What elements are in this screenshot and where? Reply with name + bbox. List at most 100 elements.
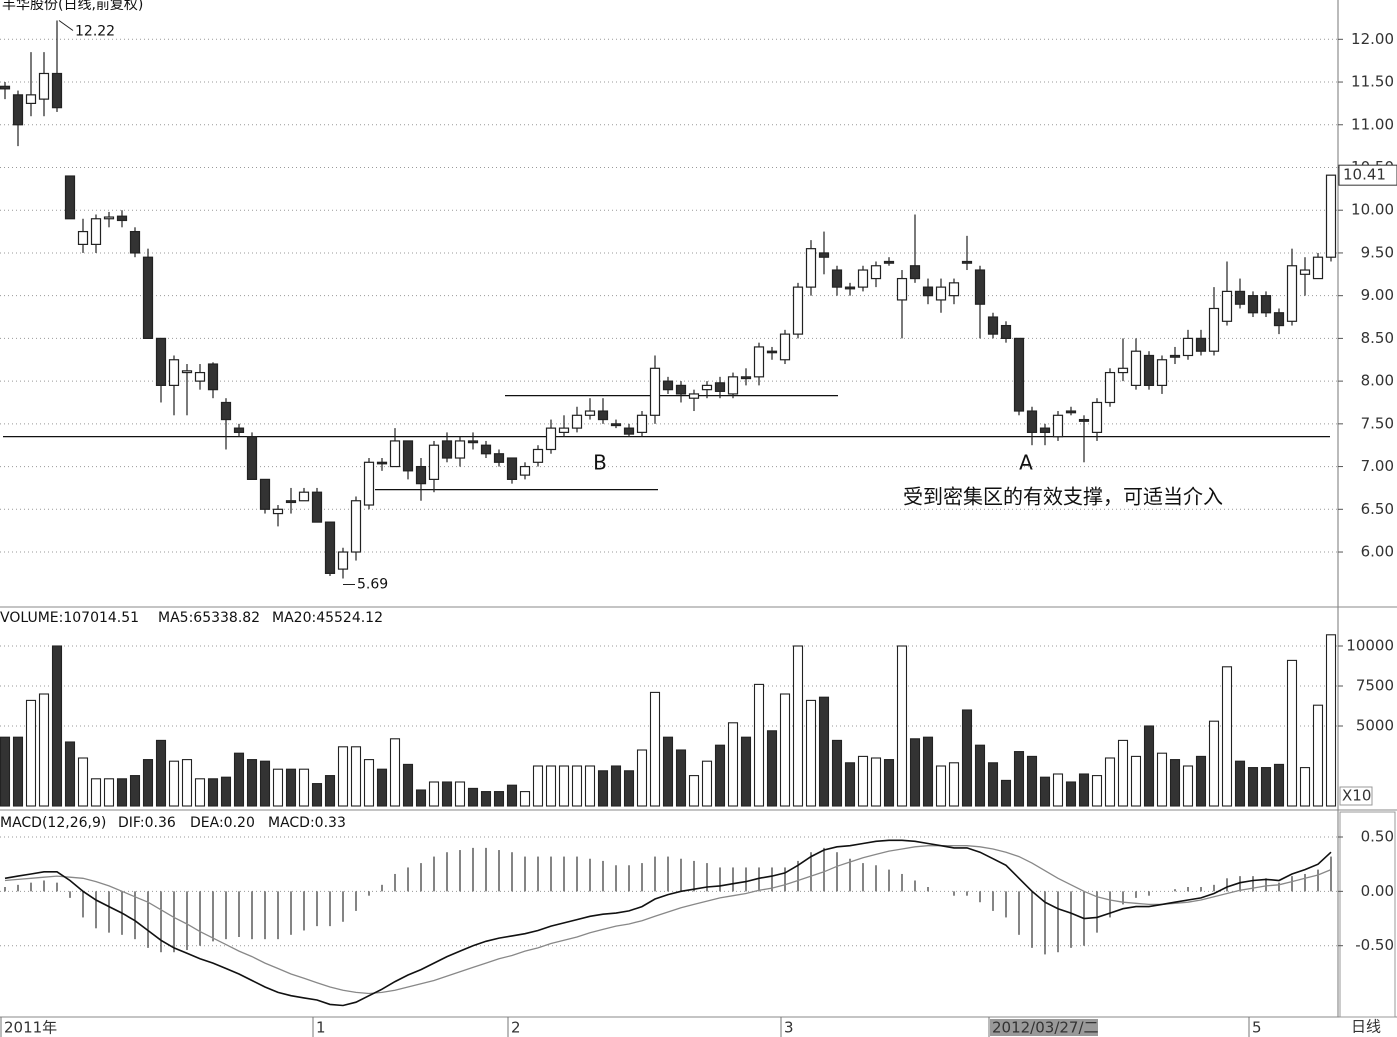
candle-body	[545, 427, 557, 451]
y-tick-label: 6.00	[1361, 543, 1394, 561]
annotation: B	[593, 451, 607, 475]
candle-body	[1039, 427, 1051, 433]
candle-body	[1065, 410, 1077, 414]
candle-body	[779, 333, 791, 361]
y-tick-label: 8.00	[1361, 372, 1394, 390]
volume-bar	[1117, 739, 1129, 807]
volume-bar	[103, 778, 115, 807]
candle-body	[1052, 414, 1064, 438]
volume-bar	[1013, 751, 1025, 807]
candle-body	[428, 444, 440, 480]
candle-body	[740, 376, 752, 380]
candle-body	[649, 367, 661, 416]
max-label: 12.22	[75, 24, 115, 40]
volume-bar	[532, 765, 544, 807]
volume-bar	[1208, 720, 1220, 807]
last-price-box	[1338, 164, 1397, 186]
volume-bar	[12, 736, 24, 807]
volume-bar	[1000, 779, 1012, 807]
y-tick-label: 9.00	[1361, 286, 1394, 304]
candle-body	[519, 465, 531, 476]
volume-bar	[168, 760, 180, 807]
volume-bar	[259, 760, 271, 807]
candle-body	[467, 440, 479, 444]
volume-bar	[64, 741, 76, 807]
candle-body	[1286, 265, 1298, 322]
volume-bar	[194, 778, 206, 807]
volume-bar	[324, 775, 336, 807]
axis-frame	[1339, 811, 1396, 1018]
y-tick-label: 10000	[1346, 637, 1394, 655]
candle-body	[376, 461, 388, 465]
volume-bar	[181, 759, 193, 807]
volume-bar	[1143, 725, 1155, 807]
candle-body	[1208, 307, 1220, 352]
volume-bar	[714, 744, 726, 807]
y-tick-label: 0.50	[1361, 828, 1394, 846]
candle-body	[1156, 359, 1168, 386]
unit-box	[1339, 786, 1373, 806]
volume-bar	[519, 791, 531, 807]
volume-bar	[376, 768, 388, 807]
candle-body	[1130, 350, 1142, 386]
candle-body	[1143, 354, 1155, 386]
volume-bar	[428, 781, 440, 807]
y-tick-label: 10.00	[1351, 201, 1394, 219]
volume-bar	[285, 768, 297, 807]
volume-bar	[233, 752, 245, 807]
candle-body	[246, 436, 258, 480]
volume-bar	[1260, 767, 1272, 807]
volume-bar	[688, 775, 700, 807]
candle-body	[870, 265, 882, 280]
candle-body	[948, 282, 960, 297]
candle-body	[987, 316, 999, 335]
volume-bar	[1169, 759, 1181, 807]
candle-body	[636, 414, 648, 433]
annotation: A	[1019, 451, 1033, 475]
candle-body	[558, 427, 570, 433]
volume-bar	[454, 781, 466, 807]
candle-body	[142, 256, 154, 339]
volume-bar	[883, 759, 895, 807]
candle-body	[116, 215, 128, 222]
macd-header: DEA:0.20	[190, 815, 255, 831]
x-tick-label: 2	[511, 1019, 521, 1037]
volume-bar	[740, 736, 752, 807]
volume-bar	[597, 770, 609, 807]
candle-body	[1299, 269, 1311, 275]
candle-body	[896, 277, 908, 301]
candle-body	[1013, 337, 1025, 412]
candle-body	[181, 370, 193, 374]
y-tick-label: 5000	[1356, 717, 1394, 735]
volume-bar	[649, 691, 661, 807]
candle-body	[792, 286, 804, 335]
candle-body	[532, 448, 544, 463]
volume-bar	[831, 739, 843, 807]
volume-bar	[350, 746, 362, 807]
volume-bar	[662, 736, 674, 807]
y-tick-label: 11.50	[1351, 73, 1394, 91]
candle-body	[25, 94, 37, 104]
candle-body	[324, 521, 336, 574]
macd-header: MACD:0.33	[268, 815, 346, 831]
candle-body	[207, 363, 219, 391]
volume-bar	[506, 784, 518, 807]
volume-bar	[298, 768, 310, 807]
x-tick-label: 3	[784, 1019, 794, 1037]
volume-bar	[467, 787, 479, 807]
candle-body	[493, 453, 505, 463]
volume-bar	[584, 765, 596, 807]
volume-header: MA5:65338.82	[158, 610, 260, 626]
candle-body	[935, 286, 947, 301]
x-tick-label: 2011年	[4, 1019, 57, 1037]
candle-body	[1234, 290, 1246, 305]
volume-bar	[935, 765, 947, 807]
volume-bar	[415, 789, 427, 807]
candle-body	[818, 252, 830, 258]
volume-bar	[1234, 760, 1246, 807]
candle-body	[766, 350, 778, 354]
candle-body	[1078, 418, 1090, 422]
candle-body	[0, 85, 11, 90]
candle-body	[714, 382, 726, 392]
